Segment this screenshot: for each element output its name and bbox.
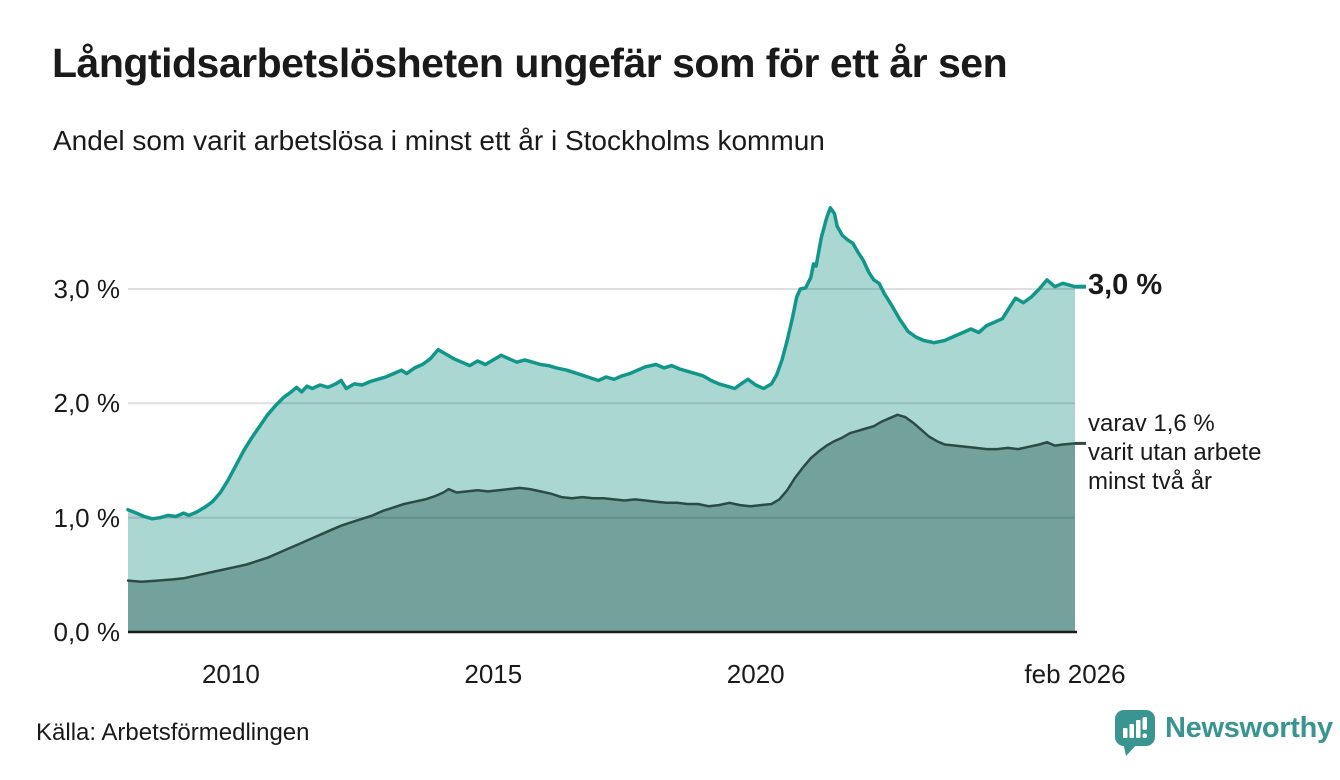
newsworthy-bubble-chart-icon [1115, 710, 1155, 756]
brand-logo: Newsworthy [1114, 709, 1333, 757]
x-tick-label: 2010 [201, 659, 260, 689]
x-tick-label: feb 2026 [1024, 659, 1126, 689]
secondary-annotation-line: varav 1,6 % [1088, 410, 1215, 438]
y-tick-label: 1,0 % [53, 502, 121, 533]
y-tick-label: 0,0 % [53, 617, 121, 647]
x-tick-label: 2020 [726, 659, 785, 689]
secondary-annotation-line: varit utan arbete [1088, 439, 1262, 467]
y-tick-label: 3,0 % [53, 274, 121, 304]
x-tick-label: 2015 [464, 659, 523, 689]
end-value-label: 3,0 % [1088, 268, 1163, 301]
source-note: Källa: Arbetsförmedlingen [36, 719, 310, 746]
page-title: Långtidsarbetslösheten ungefär som för e… [52, 40, 1008, 86]
brand-name: Newsworthy [1165, 712, 1333, 744]
secondary-annotation-line: minst två år [1088, 468, 1213, 496]
secondary-annotation: varav 1,6 % varit utan arbete minst två … [1088, 409, 1261, 496]
chart-svg [126, 206, 1086, 634]
y-tick-label: 2,0 % [53, 388, 121, 419]
page-subtitle: Andel som varit arbetslösa i minst ett å… [53, 125, 825, 156]
